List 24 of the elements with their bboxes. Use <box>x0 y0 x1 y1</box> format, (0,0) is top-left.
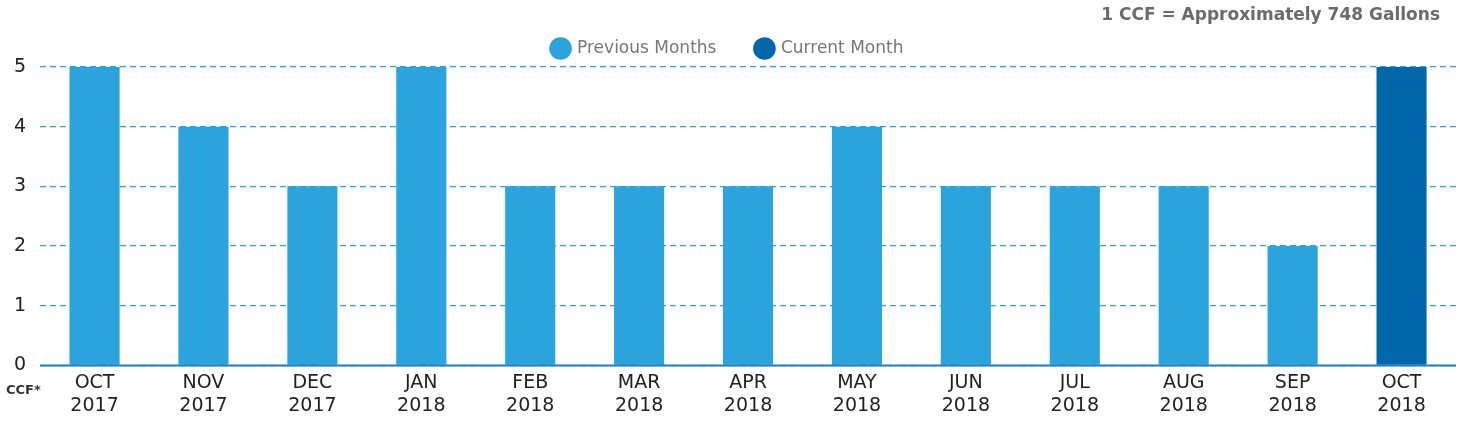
y-tick-label: 0 <box>13 352 27 375</box>
y-tick-label: 2 <box>13 232 27 255</box>
legend-label: Current Month <box>780 36 904 57</box>
y-tick-label: 4 <box>13 113 27 136</box>
x-tick-label: JUL 2018 <box>1050 369 1099 415</box>
x-tick-label: DEC 2017 <box>288 369 337 415</box>
x-tick-label: NOV 2017 <box>179 369 228 415</box>
y-tick-label: 1 <box>13 292 27 315</box>
y-tick-label: 5 <box>13 53 27 76</box>
x-tick-label: MAR 2018 <box>614 369 664 415</box>
x-tick-label: JUN 2018 <box>941 369 991 415</box>
y-axis-title: CCF* <box>6 382 41 398</box>
text: 1 CCF = Approximately 748 Gallons <box>1101 4 1440 25</box>
x-tick-label: MAY 2018 <box>832 369 882 415</box>
x-tick-label: OCT 2018 <box>1377 369 1426 415</box>
x-tick-label: OCT 2017 <box>70 369 119 415</box>
x-tick-label: APR 2018 <box>723 369 773 415</box>
x-tick-label: FEB 2018 <box>506 369 555 415</box>
x-tick-label: SEP 2018 <box>1268 369 1317 415</box>
x-tick-label: JAN 2018 <box>397 369 446 415</box>
x-tick-label: AUG 2018 <box>1159 369 1208 415</box>
bar <box>1376 67 1427 365</box>
legend-label: Previous Months <box>577 36 717 57</box>
y-tick-label: 3 <box>13 173 27 196</box>
